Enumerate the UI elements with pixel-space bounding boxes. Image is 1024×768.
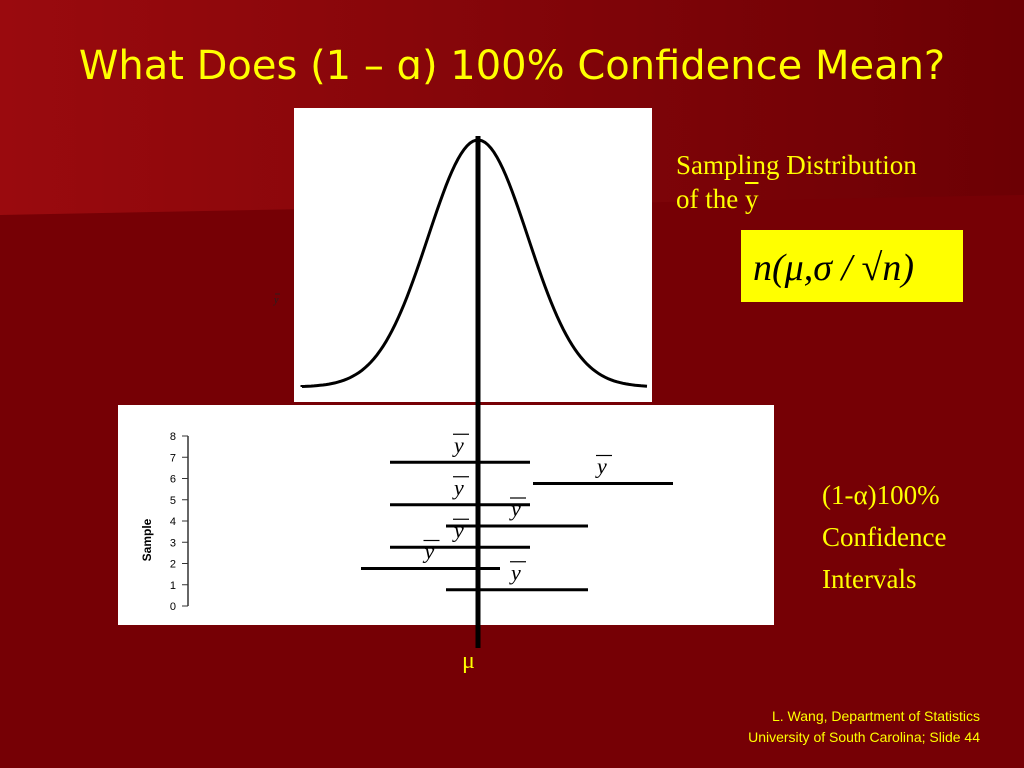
interval-mean-label: y xyxy=(595,454,607,479)
sample-tick-label: 1 xyxy=(170,580,176,592)
sd-label-line2: of the y xyxy=(676,182,917,216)
small-y-label: y xyxy=(273,295,279,306)
sample-axis-label: Sample xyxy=(140,518,154,561)
slide-title: What Does (1 – ɑ) 100% Confidence Mean? xyxy=(78,43,946,89)
interval-mean-label: y xyxy=(452,517,464,542)
sample-tick-label: 5 xyxy=(170,495,176,507)
ci-caption: (1-α)100% Confidence Intervals xyxy=(822,474,946,600)
sd-label-var: y xyxy=(744,184,759,214)
sample-tick-label: 2 xyxy=(170,559,176,571)
interval-mean-label: y xyxy=(423,539,435,564)
interval-mean-label: y xyxy=(452,475,464,500)
sample-tick-label: 7 xyxy=(170,452,176,464)
sample-tick-label: 3 xyxy=(170,537,176,549)
formula-box: n(μ,σ / √n) xyxy=(741,230,963,302)
footer: L. Wang, Department of Statistics Univer… xyxy=(748,706,980,748)
sample-tick-label: 8 xyxy=(170,431,176,443)
ci-caption-line3: Intervals xyxy=(822,564,917,594)
sample-tick-label: 6 xyxy=(170,474,176,486)
sd-label-line1: Sampling Distribution xyxy=(676,150,917,180)
ci-caption-line2: Confidence xyxy=(822,522,947,552)
sampling-distribution-label: Sampling Distribution of the y xyxy=(676,148,917,216)
formula-text: n(μ,σ / √n) xyxy=(753,247,914,289)
interval-mean-label: y xyxy=(452,432,464,457)
mu-label: μ xyxy=(462,648,475,674)
sd-label-prefix: of the xyxy=(676,184,745,214)
sample-tick-label: 4 xyxy=(170,516,176,528)
distribution-panel xyxy=(294,108,652,402)
sample-tick-label: 0 xyxy=(170,601,176,613)
footer-line2: University of South Carolina; Slide 44 xyxy=(748,729,980,745)
interval-mean-label: y xyxy=(509,496,521,521)
interval-mean-label: y xyxy=(509,560,521,585)
formula: n(μ,σ / √n) xyxy=(753,247,914,289)
sample-ticks: 0 1 2 3 4 5 6 7 8 xyxy=(170,431,188,613)
normal-curve xyxy=(300,138,648,388)
footer-line1: L. Wang, Department of Statistics xyxy=(771,708,980,724)
ci-caption-line1: (1-α)100% xyxy=(822,480,940,510)
